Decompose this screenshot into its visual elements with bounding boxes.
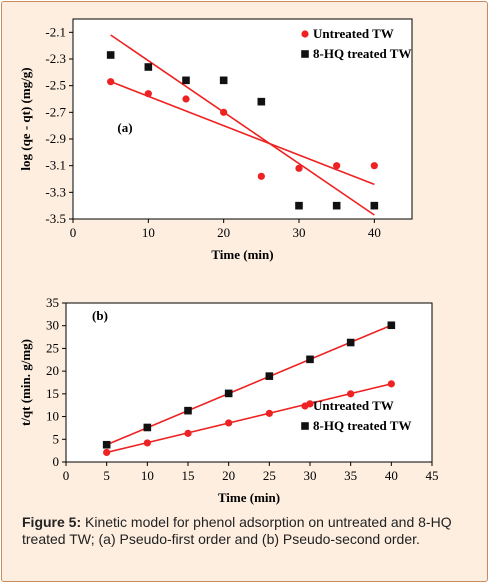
data-point	[370, 162, 378, 170]
data-point	[106, 51, 115, 59]
data-point	[102, 440, 111, 449]
x-tick-label: 0	[70, 225, 77, 240]
x-tick-label: 10	[141, 468, 154, 483]
data-point	[347, 390, 355, 398]
legend-marker	[301, 422, 309, 430]
legend-label: 8-HQ treated TW	[313, 46, 411, 61]
y-axis-label: t/qt (min. g/mg)	[18, 339, 33, 426]
legend-marker	[301, 50, 309, 58]
data-point	[295, 201, 303, 210]
y-tick-label: -3.5	[45, 211, 66, 226]
x-tick-label: 0	[63, 468, 70, 483]
trend-line	[106, 324, 392, 446]
y-tick-label: -2.3	[45, 51, 66, 66]
legend-label: Untreated TW	[313, 26, 394, 41]
x-tick-label: 20	[222, 468, 235, 483]
x-tick-label: 10	[142, 225, 155, 240]
data-point	[219, 76, 228, 85]
x-tick-label: 20	[217, 225, 230, 240]
data-point	[143, 423, 152, 432]
data-point	[306, 355, 314, 364]
y-tick-label: 15	[46, 386, 59, 401]
y-tick-label: 0	[53, 454, 60, 469]
x-axis-label: Time (min)	[218, 490, 280, 505]
series-untreated	[107, 78, 378, 186]
y-tick-label: 25	[46, 340, 59, 355]
x-tick-label: 40	[385, 468, 398, 483]
series-treated	[102, 321, 396, 449]
data-point	[143, 439, 151, 447]
y-tick-label: -3.1	[45, 158, 66, 173]
y-tick-label: -2.7	[45, 104, 66, 119]
data-point	[184, 406, 192, 415]
trend-line	[106, 383, 392, 454]
data-point	[257, 172, 265, 180]
legend-marker	[301, 30, 309, 38]
data-point	[224, 389, 233, 398]
x-tick-label: 40	[368, 225, 381, 240]
x-tick-label: 25	[263, 468, 276, 483]
x-tick-label: 30	[304, 468, 317, 483]
chart-b: 0 5 10 15 20 25 30 35 40 45 0 5 10 15 20 25 30 35 Time (mi…	[18, 295, 439, 505]
y-tick-label: 20	[46, 363, 59, 378]
data-point	[257, 97, 266, 106]
y-tick-label: 30	[46, 318, 59, 333]
series-treated	[106, 34, 379, 216]
data-point	[387, 380, 395, 388]
x-tick-label: 30	[293, 225, 306, 240]
data-point	[144, 90, 152, 98]
x-tick-label: 35	[344, 468, 357, 483]
data-point	[333, 162, 341, 170]
data-point	[387, 321, 396, 330]
data-point	[182, 76, 190, 85]
data-point	[144, 63, 153, 71]
panel-label: (a)	[117, 120, 132, 135]
data-point	[184, 429, 192, 437]
data-point	[225, 419, 233, 427]
y-tick-label: -3.3	[45, 184, 66, 199]
y-tick-label: 10	[46, 409, 59, 424]
y-tick-label: -2.1	[45, 24, 66, 39]
plot-area	[72, 18, 413, 220]
x-tick-label: 45	[426, 468, 439, 483]
legend: Untreated TW 8-HQ treated TW	[301, 26, 411, 61]
legend: Untreated TW 8-HQ treated TW	[301, 398, 411, 433]
panel-label: (b)	[92, 308, 108, 323]
data-point	[103, 448, 111, 457]
y-tick-label: -2.5	[45, 78, 66, 93]
chart-a: 0 10 20 30 40 -2.1 -2.3 -2.5 -2.7 -2.9 -3.1 -3.3 -3.…	[18, 18, 413, 262]
data-point	[346, 338, 355, 347]
y-axis-label: log (qe - qt) (mg/g)	[18, 67, 33, 170]
legend-label: 8-HQ treated TW	[313, 418, 411, 433]
data-point	[182, 95, 190, 103]
trend-line	[110, 34, 375, 216]
legend-label: Untreated TW	[313, 398, 394, 413]
data-point	[332, 201, 341, 210]
data-point	[370, 201, 379, 210]
data-point	[107, 78, 115, 86]
x-tick-label: 5	[103, 468, 110, 483]
y-tick-label: -2.9	[45, 131, 66, 146]
y-tick-label: 35	[46, 295, 59, 310]
legend-marker	[301, 402, 309, 410]
series-untreated	[103, 380, 395, 457]
data-point	[265, 372, 274, 380]
caption-text: Kinetic model for phenol adsorption on u…	[22, 514, 452, 547]
x-tick-label: 15	[182, 468, 195, 483]
data-point	[295, 164, 303, 172]
y-tick-label: 5	[53, 431, 60, 446]
data-point	[265, 409, 273, 417]
kinetic-charts: 0 10 20 30 40 -2.1 -2.3 -2.5 -2.7 -2.9 -3.1 -3.3 -3.…	[18, 18, 439, 505]
trend-line	[110, 80, 375, 186]
caption-label: Figure 5:	[22, 514, 82, 530]
x-axis-label: Time (min)	[211, 247, 273, 262]
figure-caption: Figure 5: Kinetic model for phenol adsor…	[22, 514, 472, 548]
